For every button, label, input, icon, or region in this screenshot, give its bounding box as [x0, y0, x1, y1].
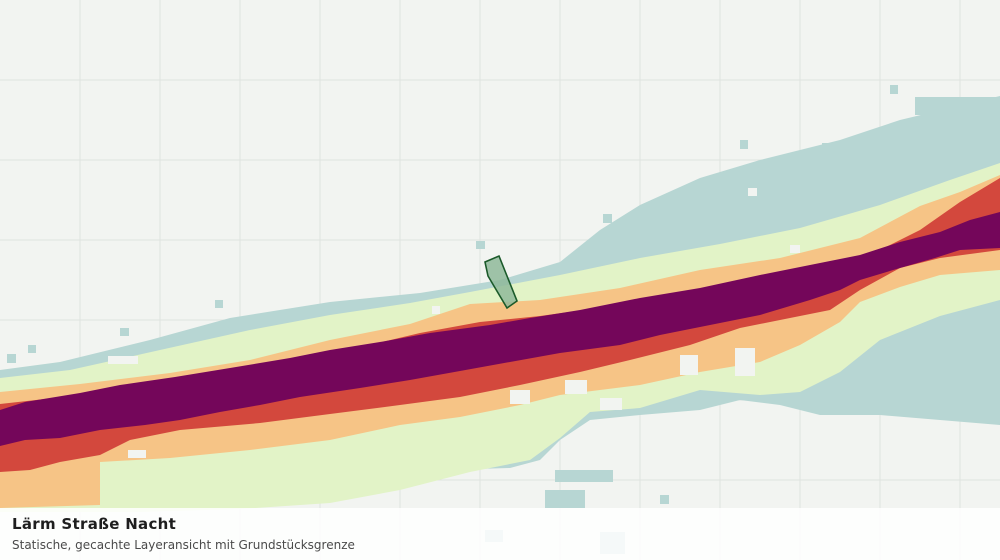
raster-gap [432, 306, 440, 314]
noise-tile [603, 214, 612, 223]
noise-tile [7, 354, 16, 363]
raster-gap [128, 450, 146, 458]
layer-subtitle: Statische, gecachte Layeransicht mit Gru… [12, 538, 355, 552]
raster-gap [565, 380, 587, 394]
noise-tile [555, 470, 613, 482]
noise-tile [28, 345, 36, 353]
noise-tile [740, 140, 748, 149]
noise-tile [215, 300, 223, 308]
noise-tile [822, 143, 831, 152]
raster-gap [748, 188, 757, 196]
raster-gap [108, 356, 138, 364]
raster-gap [735, 348, 755, 376]
noise-tile [660, 495, 669, 504]
noise-tile [545, 490, 585, 508]
noise-tile [476, 241, 485, 249]
noise-tile [890, 85, 898, 94]
raster-gap [680, 355, 698, 375]
noise-band-highest [0, 212, 1000, 446]
noise-tile [915, 97, 1000, 115]
layer-title: Lärm Straße Nacht [12, 515, 177, 533]
noise-tile [684, 214, 693, 222]
raster-gap [510, 390, 530, 404]
noise-tile [120, 328, 129, 336]
raster-gap [790, 245, 800, 253]
raster-gap [600, 398, 622, 410]
layer-caption: Lärm Straße Nacht Statische, gecachte La… [0, 508, 1000, 560]
parcel-boundary[interactable] [484, 254, 518, 310]
